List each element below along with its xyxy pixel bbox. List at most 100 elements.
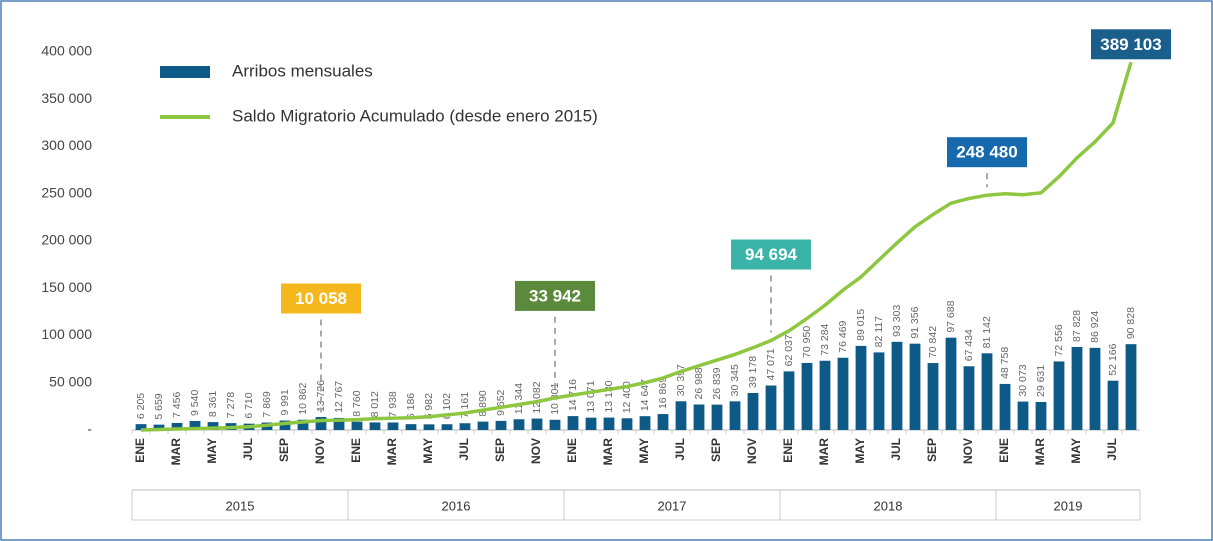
bar [909, 343, 921, 430]
x-tick-label: ENE [997, 438, 1011, 463]
y-tick-label: 200 000 [41, 232, 92, 248]
bar [711, 404, 723, 430]
bar-label: 70 842 [927, 326, 939, 358]
bar [1089, 347, 1101, 430]
bar [351, 421, 363, 430]
bar [405, 424, 417, 430]
bar [999, 383, 1011, 430]
bar-label: 8 361 [207, 391, 219, 417]
group-label: 2016 [442, 498, 471, 513]
group-label: 2015 [226, 498, 255, 513]
y-tick-label: 350 000 [41, 90, 92, 106]
bar-label: 70 950 [801, 326, 813, 358]
x-tick-label: SEP [709, 438, 723, 462]
x-tick-label: MAY [637, 438, 651, 464]
x-tick-label: SEP [925, 438, 939, 462]
bar [279, 420, 291, 430]
x-tick-label: NOV [745, 438, 759, 464]
bar-label: 26 988 [693, 367, 705, 399]
bar-label: 5 659 [153, 393, 165, 419]
x-tick-label: SEP [493, 438, 507, 462]
x-tick-label: ENE [781, 438, 795, 463]
bar-label: 72 556 [1053, 324, 1065, 356]
bar [1125, 344, 1137, 430]
x-tick-label: MAR [817, 438, 831, 466]
bar-label: 52 166 [1107, 343, 1119, 375]
bar [297, 419, 309, 430]
bar [747, 392, 759, 430]
bar-label: 81 142 [981, 316, 993, 348]
x-tick-label: JUL [889, 438, 903, 461]
bar [729, 401, 741, 430]
bar [621, 418, 633, 430]
x-tick-label: MAR [385, 438, 399, 466]
bar [585, 417, 597, 430]
bar-label: 16 869 [657, 377, 669, 409]
bar-label: 9 652 [495, 389, 507, 415]
legend-swatch [160, 66, 210, 78]
bar [513, 419, 525, 430]
bar-label: 11 344 [513, 383, 525, 414]
x-tick-label: MAY [205, 438, 219, 464]
bar-label: 73 284 [819, 323, 831, 355]
bar [639, 416, 651, 430]
annotation-label: 10 058 [295, 289, 347, 308]
bar-label: 8 890 [477, 390, 489, 416]
bar-label: 8 760 [351, 390, 363, 416]
bar [1053, 361, 1065, 430]
bar [315, 417, 327, 430]
bar-label: 9 991 [279, 389, 291, 415]
bar [873, 352, 885, 430]
annotation-label: 94 694 [745, 245, 798, 264]
bar [207, 422, 219, 430]
group-label: 2019 [1054, 498, 1083, 513]
bar-label: 13 130 [603, 380, 615, 412]
x-tick-label: MAR [169, 438, 183, 466]
bar [441, 424, 453, 430]
line [140, 61, 1133, 432]
bar-label: 62 037 [783, 334, 795, 366]
bar-label: 6 710 [243, 392, 255, 418]
x-tick-label: MAR [1033, 438, 1047, 466]
bar-label: 6 205 [135, 393, 147, 419]
bar-label: 9 540 [189, 390, 201, 416]
bar-label: 7 869 [261, 391, 273, 417]
bar-label: 76 469 [837, 320, 849, 352]
x-tick-label: MAY [853, 438, 867, 464]
bar [801, 362, 813, 430]
bar-label: 12 400 [621, 381, 633, 413]
bar-label: 48 758 [999, 347, 1011, 379]
x-tick-label: ENE [565, 438, 579, 463]
annotation-label: 389 103 [1100, 35, 1161, 54]
x-tick-label: JUL [457, 438, 471, 461]
bar-label: 93 303 [891, 305, 903, 337]
bar [657, 414, 669, 430]
x-tick-label: MAR [601, 438, 615, 466]
legend-label: Saldo Migratorio Acumulado (desde enero … [232, 106, 598, 125]
bar [981, 353, 993, 430]
bar-label: 14 647 [639, 379, 651, 411]
legend-label: Arribos mensuales [232, 61, 373, 80]
bar [927, 363, 939, 430]
bar-label: 12 082 [531, 381, 543, 413]
bar-label: 5 982 [423, 393, 435, 419]
x-tick-label: NOV [961, 438, 975, 464]
bar-label: 7 938 [387, 391, 399, 417]
bar-label: 8 012 [369, 391, 381, 417]
bar [171, 422, 183, 430]
bar [369, 422, 381, 430]
annotation-box [947, 137, 1027, 168]
bar-label: 82 117 [873, 316, 885, 347]
bar [495, 420, 507, 430]
annotation-box [515, 280, 595, 311]
bar-label: 39 178 [747, 356, 759, 388]
bar [783, 371, 795, 430]
bar-label: 10 862 [297, 382, 309, 414]
bar [693, 404, 705, 430]
bar-label: 30 345 [729, 364, 741, 396]
bar-label: 89 015 [855, 309, 867, 341]
bar-label: 26 839 [711, 367, 723, 399]
y-tick-label: 150 000 [41, 279, 92, 295]
bar-label: 12 767 [333, 381, 345, 413]
bar [891, 341, 903, 430]
